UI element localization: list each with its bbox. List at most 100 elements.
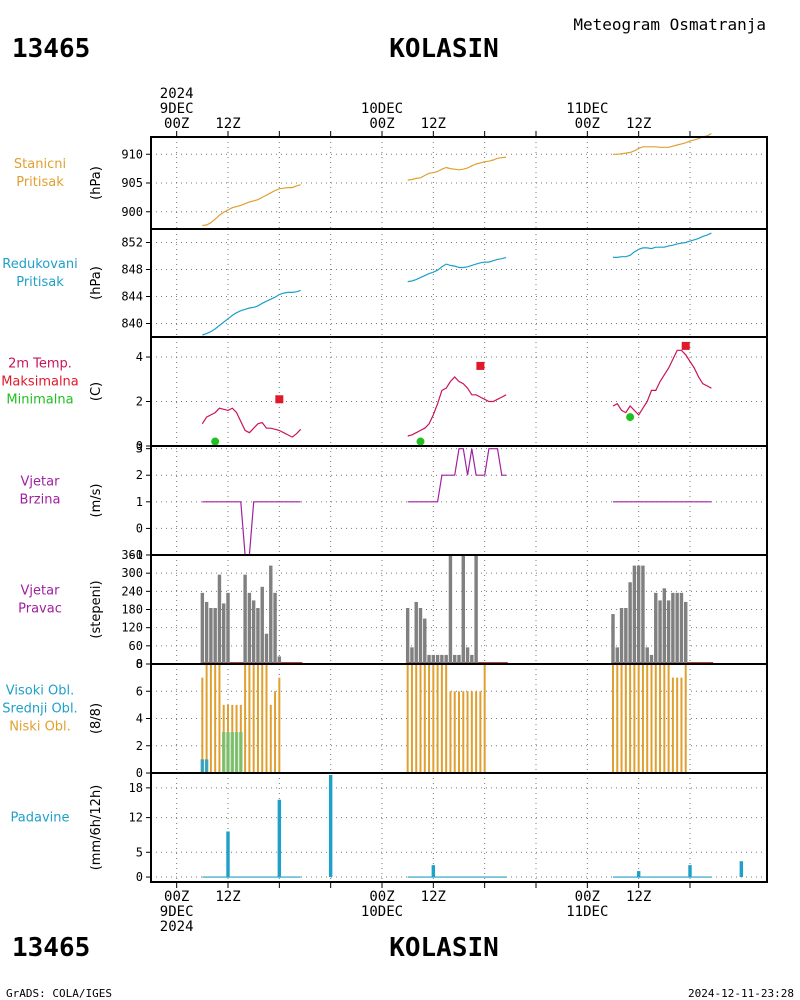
cloud-bar xyxy=(624,664,627,773)
wind-direction-bar xyxy=(671,592,675,664)
unit-label: (8/8) xyxy=(89,703,104,734)
panel-label: Minimalna xyxy=(6,393,73,408)
y-tick-label: 2 xyxy=(136,395,143,409)
y-tick-label: 844 xyxy=(121,290,143,304)
y-tick-label: 60 xyxy=(129,639,143,653)
wind-direction-bar xyxy=(410,647,414,664)
panel-temperature: 0 2 4 2m Temp. Maksimalna Minimalna (C) xyxy=(1,336,768,453)
wind-direction-bar xyxy=(662,588,667,664)
cloud-bar xyxy=(612,664,614,773)
cloud-bar xyxy=(650,664,653,773)
cloud-bar xyxy=(248,664,251,773)
y-tick-label: 4 xyxy=(136,712,143,726)
cloud-bar xyxy=(445,664,448,773)
wind-direction-bar xyxy=(423,618,427,664)
panel-label: 2m Temp. xyxy=(8,357,72,372)
cloud-bar xyxy=(680,677,683,773)
unit-label: (m/s) xyxy=(89,484,104,518)
cloud-bar xyxy=(222,732,226,773)
footer-left: GrADS: COLA/IGES xyxy=(6,987,112,1000)
wind-direction-bar xyxy=(461,555,465,664)
cloud-bar xyxy=(676,677,679,773)
y-tick-label: 0 xyxy=(136,870,143,884)
panel-label: Maksimalna xyxy=(1,375,79,390)
wind-direction-bar xyxy=(641,565,645,664)
wind-direction-bar xyxy=(200,592,205,664)
wind-direction-bar xyxy=(213,607,217,664)
station-id-bottom: 13465 xyxy=(12,933,90,963)
footer-right: 2024-12-11-23:28 xyxy=(688,987,794,1000)
panel-label: Vjetar xyxy=(21,475,61,490)
wind-direction-bar xyxy=(222,603,226,664)
wind-direction-bar xyxy=(619,607,624,664)
cloud-bar xyxy=(415,664,418,773)
bottom-time-label: 12Z xyxy=(626,889,651,905)
bottom-time-label: 9DEC xyxy=(160,904,194,920)
cloud-bar xyxy=(663,664,666,773)
cloud-bar xyxy=(641,664,644,773)
cloud-bar xyxy=(406,664,409,773)
panel-label: Pravac xyxy=(18,602,62,617)
cloud-bar xyxy=(470,691,473,773)
panel-label: Visoki Obl. xyxy=(6,684,74,699)
cloud-bar xyxy=(218,664,221,773)
top-time-label: 00Z xyxy=(575,116,600,132)
max-temp-marker xyxy=(476,361,485,370)
cloud-bar xyxy=(432,664,435,773)
wind-direction-bar xyxy=(465,647,470,664)
wind-direction-bar xyxy=(414,601,418,664)
station-id-top: 13465 xyxy=(12,34,90,64)
cloud-bar xyxy=(633,664,636,773)
cloud-bar xyxy=(449,691,452,773)
bottom-time-label: 00Z xyxy=(575,889,600,905)
reduced-pressure-series-2 xyxy=(613,232,712,258)
y-tick-label: 848 xyxy=(121,263,143,277)
wind-direction-bar xyxy=(448,555,453,664)
wind-direction-bar xyxy=(405,607,410,664)
cloud-bar xyxy=(440,664,443,773)
wind-direction-bar xyxy=(624,607,628,664)
unit-label: (stepeni) xyxy=(89,580,104,638)
station-pressure-series-2 xyxy=(613,132,712,155)
cloud-bar xyxy=(265,664,268,773)
y-tick-label: 120 xyxy=(121,621,143,635)
bottom-time-label: 00Z xyxy=(369,889,394,905)
wind-direction-bar xyxy=(440,654,444,664)
y-tick-label: 360 xyxy=(121,548,143,562)
cloud-bar xyxy=(205,664,208,773)
wind-direction-bar xyxy=(217,574,222,664)
min-temp-marker xyxy=(626,413,635,422)
y-tick-label: 2 xyxy=(136,739,143,753)
wind-direction-bar xyxy=(684,601,688,664)
panel-label: Srednji Obl. xyxy=(2,702,77,717)
wind-direction-bar xyxy=(474,555,478,664)
cloud-bar xyxy=(278,677,281,773)
station-pressure-series-0 xyxy=(202,184,301,227)
cloud-bar xyxy=(659,664,662,773)
precipitation-bar xyxy=(277,799,282,878)
cloud-bar xyxy=(479,691,482,773)
panel-frame xyxy=(150,772,768,883)
cloud-bar xyxy=(423,664,426,773)
station-name-bottom: KOLASIN xyxy=(389,933,499,963)
wind-speed-series-1 xyxy=(407,448,507,503)
y-tick-label: 852 xyxy=(121,236,143,250)
wind-direction-bar xyxy=(666,600,671,664)
cloud-bar xyxy=(274,691,277,773)
cloud-bar xyxy=(667,664,670,773)
temperature-series-1 xyxy=(407,376,507,437)
y-tick-label: 300 xyxy=(121,566,143,580)
wind-direction-bar xyxy=(260,586,264,664)
y-tick-label: 910 xyxy=(121,147,143,161)
wind-direction-bar xyxy=(427,654,431,664)
cloud-bar xyxy=(261,664,264,773)
cloud-bar xyxy=(201,677,204,773)
cloud-bar xyxy=(244,664,247,773)
panel-station-pressure: 900 905 910 Stanicni Pritisak (hPa) xyxy=(14,132,768,230)
cloud-bar xyxy=(269,704,272,773)
y-tick-label: 900 xyxy=(121,205,143,219)
cloud-bar xyxy=(466,691,469,773)
top-time-label: 10DEC xyxy=(361,101,403,117)
wind-direction-bar xyxy=(418,607,423,664)
